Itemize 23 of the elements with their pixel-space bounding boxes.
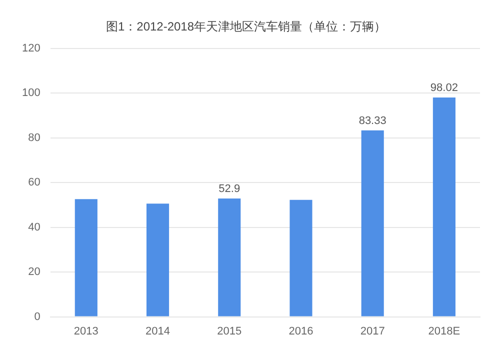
bar	[74, 199, 98, 316]
y-tick-label: 80	[28, 132, 40, 144]
chart-title: 图1：2012-2018年天津地区汽车销量（单位：万辆）	[106, 20, 386, 34]
x-tick-label: 2013	[74, 325, 98, 338]
data-label: 83.33	[358, 114, 386, 127]
x-tick-label: 2016	[288, 325, 314, 338]
y-tick-label: 0	[34, 310, 40, 323]
bar	[432, 98, 456, 316]
bar	[146, 204, 170, 316]
bar	[290, 200, 312, 316]
y-tick-label: 100	[22, 87, 40, 100]
x-tick-label: 2014	[146, 325, 170, 338]
y-tick-label: 40	[28, 221, 40, 234]
y-tick-label: 120	[22, 42, 40, 54]
data-label: 98.02	[430, 82, 458, 94]
x-tick-label: 2017	[360, 325, 385, 338]
bar	[218, 198, 241, 316]
x-tick-label: 2015	[217, 325, 242, 338]
bar	[361, 130, 384, 316]
y-tick-label: 20	[28, 266, 40, 278]
x-tick-label: 2018E	[428, 325, 460, 338]
y-tick-label: 60	[28, 176, 40, 189]
data-label: 52.9	[218, 183, 240, 196]
